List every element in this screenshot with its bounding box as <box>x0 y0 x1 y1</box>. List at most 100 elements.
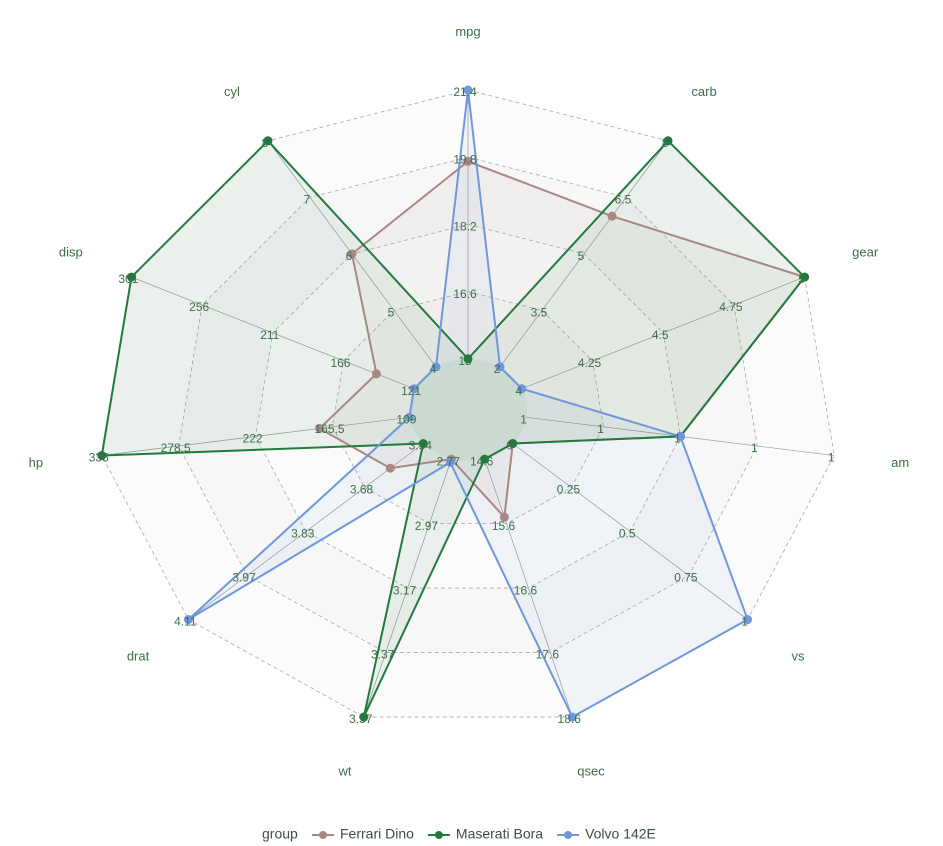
tick-label: 8 <box>662 136 669 150</box>
tick-label: 16.6 <box>514 583 538 597</box>
series-point <box>675 431 685 441</box>
tick-label: 19.8 <box>453 152 477 166</box>
axis-label: qsec <box>577 764 605 779</box>
series-point <box>607 211 617 221</box>
series-point <box>315 423 325 433</box>
tick-label: 1 <box>828 451 835 465</box>
series-point <box>495 362 505 372</box>
tick-label: 256 <box>189 300 209 314</box>
tick-label: 8 <box>262 136 269 150</box>
series-point <box>385 463 395 473</box>
tick-label: 4.5 <box>652 328 669 342</box>
legend-key-point <box>564 831 573 839</box>
axis-spoke <box>521 276 805 390</box>
tick-label: 21.4 <box>453 85 477 99</box>
legend-label: Maserati Bora <box>456 826 543 842</box>
axis-label: mpg <box>455 24 480 39</box>
series-point <box>567 712 577 722</box>
tick-label: 1 <box>597 422 604 436</box>
tick-label: 6 <box>346 249 353 263</box>
tick-label: 211 <box>260 328 279 342</box>
legend-key-point <box>434 831 443 839</box>
series-point <box>347 249 357 259</box>
tick-label: 166 <box>330 356 350 370</box>
grid-line <box>332 291 604 525</box>
series-point <box>263 136 273 146</box>
series-point <box>359 712 369 722</box>
tick-label: 7 <box>304 193 311 207</box>
tick-label: 6.5 <box>615 193 632 207</box>
tick-label: 3.37 <box>371 648 395 662</box>
series-point <box>126 272 136 282</box>
axis-spoke <box>484 459 573 718</box>
tick-label: 0.5 <box>619 527 636 541</box>
axis-spoke <box>188 443 424 620</box>
grid-line <box>255 223 681 589</box>
tick-label: 1 <box>751 441 758 455</box>
series-area <box>101 140 805 718</box>
series-point <box>517 384 527 394</box>
series-point <box>743 615 753 625</box>
tick-label: 3.57 <box>349 712 373 726</box>
tick-label: 278.5 <box>161 441 191 455</box>
series-point <box>508 439 518 449</box>
tick-label: 0 <box>506 439 513 453</box>
tick-label: 222 <box>243 432 263 446</box>
tick-label: 5 <box>798 272 805 286</box>
tick-label: 18.6 <box>558 712 582 726</box>
legend-title: group <box>262 826 298 842</box>
tick-label: 4 <box>430 362 437 376</box>
series-line <box>100 139 806 718</box>
series-point <box>404 412 414 422</box>
tick-label: 2 <box>494 362 501 376</box>
tick-label: 15.6 <box>492 519 516 533</box>
center-hole <box>408 358 528 462</box>
tick-label: 109 <box>396 412 416 426</box>
tick-label: 3.97 <box>232 571 256 585</box>
tick-label: 4.75 <box>719 300 743 314</box>
axis-label: gear <box>852 245 879 260</box>
axis-label: disp <box>59 245 83 260</box>
series-point <box>463 354 473 364</box>
axis-label: drat <box>127 649 150 664</box>
series-line <box>317 160 807 520</box>
series-line <box>187 89 749 719</box>
series-point <box>480 454 490 464</box>
tick-label: 1 <box>674 432 681 446</box>
axis-spoke <box>499 140 669 368</box>
series-point <box>663 136 673 146</box>
tick-label: 3.5 <box>531 306 548 320</box>
tick-label: 335 <box>89 451 109 465</box>
tick-label: 3.17 <box>393 583 417 597</box>
axis-label: wt <box>337 764 351 779</box>
tick-label: 4.11 <box>174 615 197 629</box>
tick-label: 1 <box>741 615 748 629</box>
tick-label: 4.25 <box>578 356 602 370</box>
series-point <box>97 451 107 461</box>
tick-label: 14.6 <box>470 454 494 468</box>
tick-label: 4 <box>516 384 523 398</box>
series-point <box>418 439 428 449</box>
series-point <box>800 272 810 282</box>
series-point <box>463 85 473 95</box>
axis-spoke <box>101 416 410 456</box>
tick-label: 2.97 <box>415 519 439 533</box>
tick-label: 5 <box>578 249 585 263</box>
tick-label: 1 <box>520 412 527 426</box>
axis-label: hp <box>29 455 43 470</box>
legend-key-point <box>319 831 327 839</box>
axis-spoke <box>131 276 415 390</box>
tick-label: 15 <box>458 354 472 368</box>
tick-label: 0.25 <box>557 483 581 497</box>
tick-label: 0.75 <box>674 571 698 585</box>
grid-line <box>178 156 758 653</box>
axis-label: carb <box>691 84 716 99</box>
tick-label: 16.6 <box>453 287 477 301</box>
tick-label: 3.68 <box>350 483 374 497</box>
series-point <box>371 369 381 379</box>
tick-label: 121 <box>401 384 421 398</box>
tick-label: 17.6 <box>536 648 560 662</box>
series-point <box>409 384 419 394</box>
